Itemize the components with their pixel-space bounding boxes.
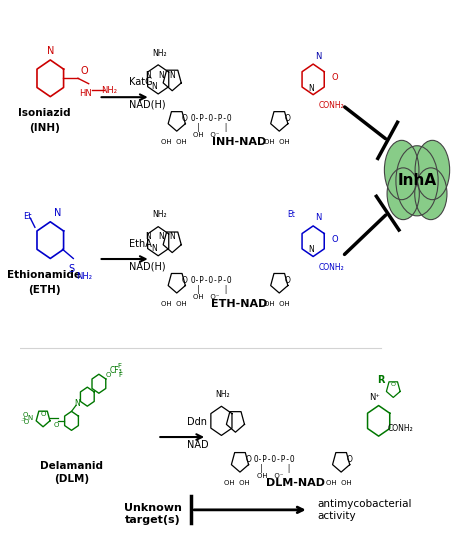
Ellipse shape (387, 168, 419, 220)
Ellipse shape (415, 168, 447, 220)
Text: N: N (315, 214, 321, 222)
Text: EthA: EthA (129, 239, 152, 249)
Text: OH  OH: OH OH (264, 139, 290, 145)
Text: (DLM): (DLM) (54, 474, 89, 483)
Text: HN: HN (79, 89, 92, 98)
Text: Ethionamide: Ethionamide (8, 270, 82, 280)
Text: F: F (117, 364, 121, 370)
Text: N: N (308, 83, 314, 93)
Text: NAD(H): NAD(H) (129, 100, 166, 110)
Text: CONH₂: CONH₂ (319, 101, 344, 110)
Text: OH   O⁻: OH O⁻ (257, 473, 283, 479)
Text: O: O (40, 411, 46, 417)
Text: NAD(H): NAD(H) (129, 262, 166, 272)
Text: N: N (152, 82, 157, 91)
Ellipse shape (384, 140, 419, 199)
Text: ⁻O: ⁻O (20, 420, 29, 426)
Text: R: R (377, 375, 385, 385)
Text: O: O (22, 413, 27, 419)
Text: OH   O⁻: OH O⁻ (193, 294, 220, 300)
Text: Et: Et (23, 212, 31, 221)
Text: Ddn: Ddn (187, 417, 207, 427)
Text: NH₂: NH₂ (152, 210, 167, 220)
Text: NH₂: NH₂ (215, 390, 230, 399)
Text: N: N (55, 208, 62, 217)
Text: CONH₂: CONH₂ (319, 263, 344, 272)
Text: OH  OH: OH OH (161, 139, 187, 145)
Ellipse shape (396, 146, 438, 216)
Text: N: N (169, 232, 175, 241)
Text: INH-NAD: INH-NAD (212, 137, 267, 147)
Text: N: N (308, 245, 314, 255)
Text: F: F (118, 372, 123, 378)
Text: +: + (22, 416, 27, 421)
Ellipse shape (415, 140, 450, 199)
Text: |     |: | | (196, 123, 228, 132)
Text: O: O (182, 276, 188, 284)
Text: |     |: | | (196, 285, 228, 294)
Text: CONH₂: CONH₂ (388, 423, 413, 433)
Text: DLM-NAD: DLM-NAD (266, 478, 326, 488)
Text: Unknown
target(s): Unknown target(s) (124, 504, 182, 525)
Text: O: O (391, 382, 396, 387)
Text: O: O (284, 114, 291, 123)
Text: N: N (158, 232, 164, 241)
Text: N: N (315, 52, 321, 60)
Text: O: O (80, 66, 88, 76)
Text: O-P-O-P-O: O-P-O-P-O (190, 276, 232, 284)
Text: OH  OH: OH OH (264, 301, 290, 307)
Text: NH₂: NH₂ (152, 49, 167, 58)
Text: NH₂: NH₂ (76, 272, 92, 281)
Text: N: N (158, 70, 164, 80)
Text: O-P-O-P-O: O-P-O-P-O (254, 455, 295, 464)
Text: N: N (169, 70, 175, 80)
Text: OH  OH: OH OH (161, 301, 187, 307)
Text: O: O (245, 455, 251, 464)
Text: |     |: | | (259, 464, 292, 474)
Text: O: O (54, 422, 59, 428)
Text: S: S (69, 264, 75, 275)
Text: O: O (332, 73, 338, 82)
Text: N: N (152, 244, 157, 253)
Text: N: N (146, 70, 151, 80)
Text: KatG: KatG (129, 77, 153, 87)
Text: O: O (284, 276, 291, 284)
Text: N: N (146, 232, 151, 241)
Text: N: N (46, 46, 54, 56)
Text: N: N (27, 415, 32, 421)
Text: O: O (332, 235, 338, 244)
Text: OH  OH: OH OH (326, 480, 351, 486)
Text: O: O (346, 455, 352, 464)
Text: ETH-NAD: ETH-NAD (211, 299, 268, 309)
Text: N: N (74, 399, 80, 408)
Text: Et: Et (287, 210, 295, 220)
Text: O: O (182, 114, 188, 123)
Text: NH₂: NH₂ (100, 86, 117, 95)
Text: antimycobacterial
activity: antimycobacterial activity (318, 499, 412, 520)
Text: OH   O⁻: OH O⁻ (193, 132, 220, 138)
Text: N⁺: N⁺ (370, 393, 381, 402)
Text: (ETH): (ETH) (28, 285, 61, 295)
Text: (INH): (INH) (29, 124, 60, 134)
Text: CF₃: CF₃ (110, 366, 123, 376)
Text: Delamanid: Delamanid (40, 461, 103, 471)
Text: InhA: InhA (398, 173, 437, 188)
Text: Isoniazid: Isoniazid (18, 108, 71, 118)
Text: O: O (106, 372, 111, 378)
Text: OH  OH: OH OH (224, 480, 250, 486)
Text: NAD: NAD (187, 440, 208, 450)
Text: O-P-O-P-O: O-P-O-P-O (190, 114, 232, 123)
